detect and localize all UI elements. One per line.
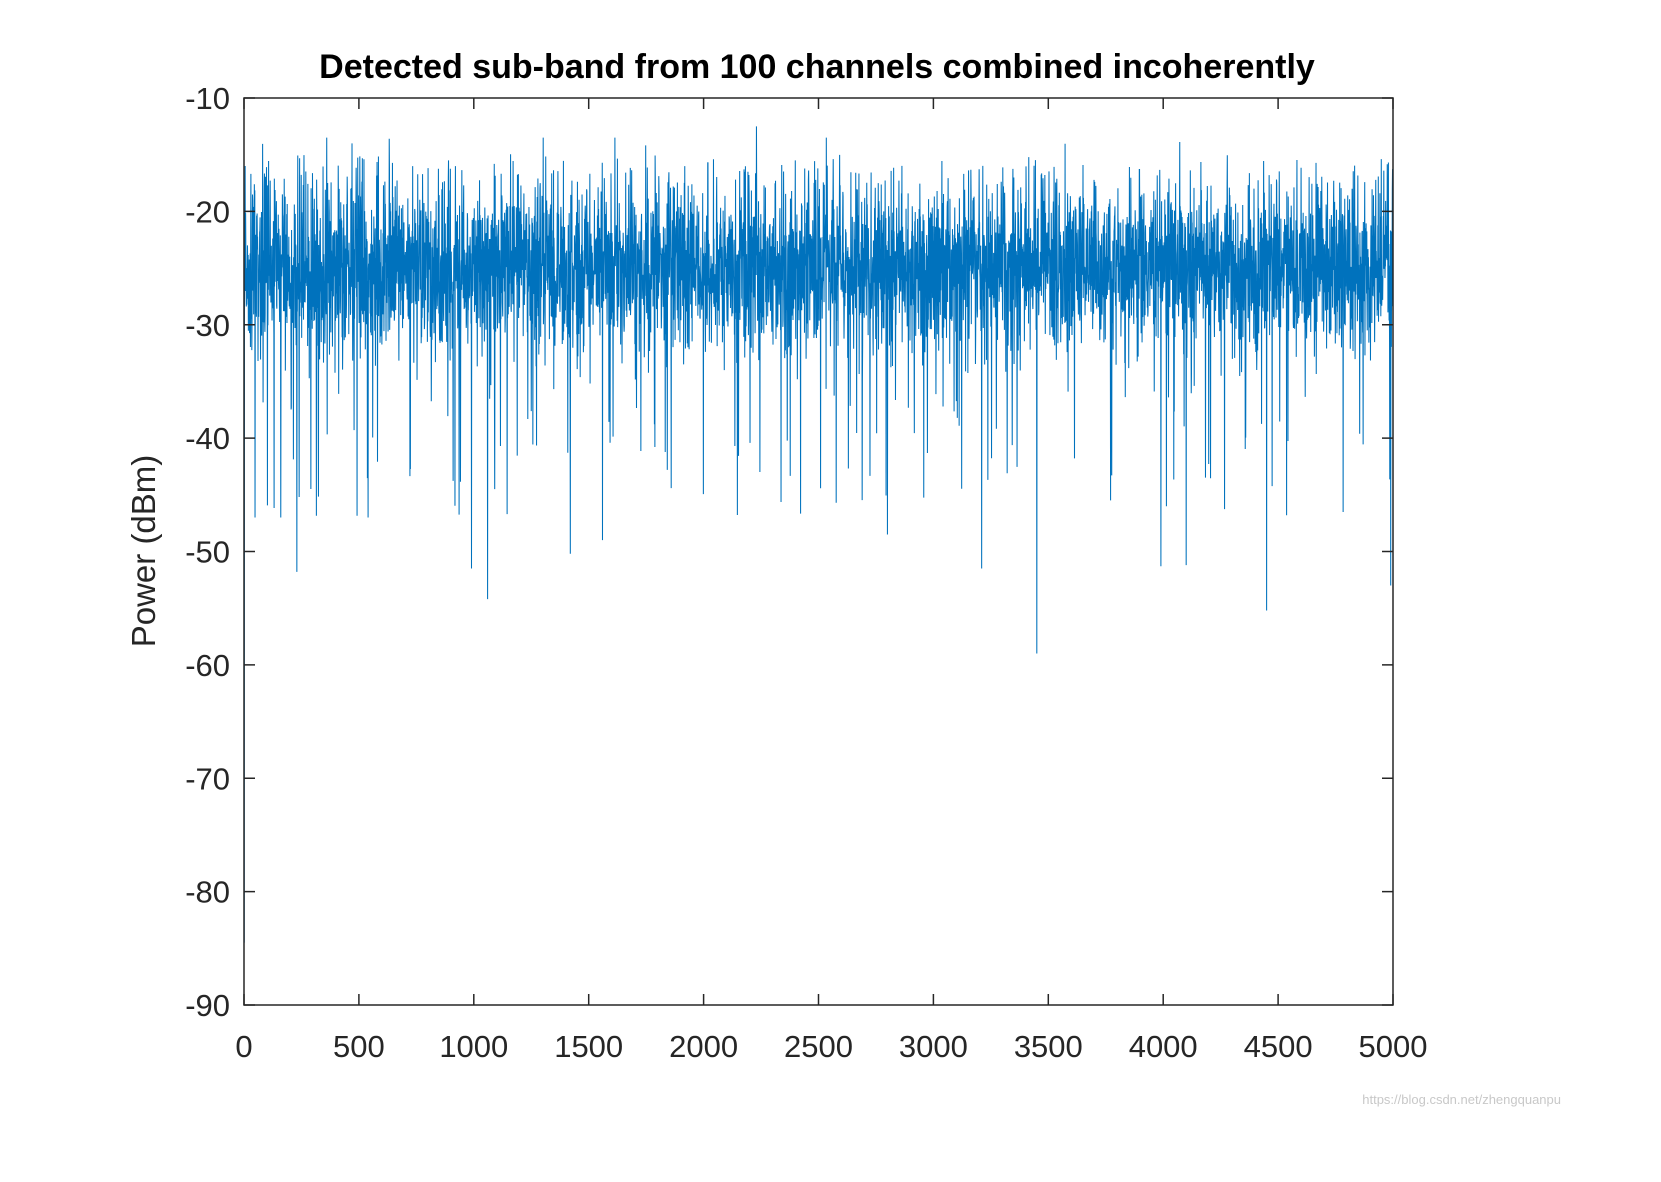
x-tick-label: 1000	[439, 1029, 508, 1064]
y-tick-label: -70	[185, 761, 230, 796]
x-tick-label: 3500	[1014, 1029, 1083, 1064]
y-tick-label: -20	[185, 194, 230, 229]
series-layer	[243, 126, 1394, 943]
x-tick-label: 1500	[554, 1029, 623, 1064]
y-tick-label: -50	[185, 535, 230, 570]
y-tick-label: -90	[185, 988, 230, 1023]
x-tick-label: 0	[235, 1029, 252, 1064]
y-tick-label: -60	[185, 648, 230, 683]
x-tick-label: 2500	[784, 1029, 853, 1064]
y-axis-label: Power (dBm)	[125, 455, 162, 648]
x-tick-label: 5000	[1359, 1029, 1428, 1064]
x-tick-label: 500	[333, 1029, 385, 1064]
x-tick-label: 2000	[669, 1029, 738, 1064]
chart-title: Detected sub-band from 100 channels comb…	[319, 48, 1315, 86]
y-axis: -90 -80 -70 -60 -50 -40 -30 -20 -10	[185, 81, 1393, 1023]
y-tick-label: -80	[185, 875, 230, 910]
series-line	[243, 126, 1394, 943]
x-tick-label: 4000	[1129, 1029, 1198, 1064]
x-tick-label: 3000	[899, 1029, 968, 1064]
y-tick-label: -10	[185, 81, 230, 116]
watermark: https://blog.csdn.net/zhengquanpu	[1362, 1092, 1561, 1107]
y-tick-label: -40	[185, 421, 230, 456]
plot-area	[243, 97, 1394, 1006]
x-axis: 0 500 1000 1500 2000 2500 3000 3500 4000 4500 5000	[235, 98, 1427, 1064]
y-tick-label: -30	[185, 308, 230, 343]
x-tick-label: 4500	[1244, 1029, 1313, 1064]
